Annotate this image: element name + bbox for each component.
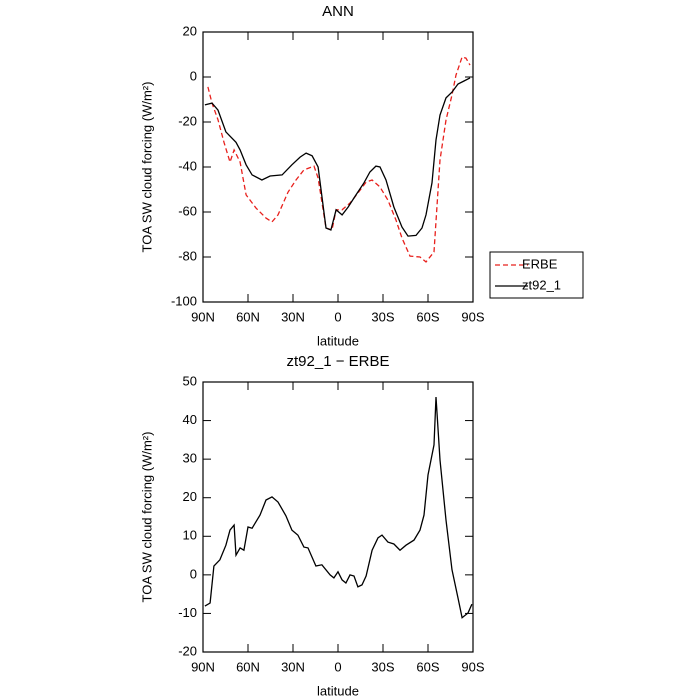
- x-tick-label: 30N: [281, 309, 305, 324]
- x-axis-label: latitude: [317, 683, 359, 698]
- x-axis-label: latitude: [317, 333, 359, 348]
- x-tick-label: 60S: [416, 659, 439, 674]
- y-tick-label: -20: [178, 643, 197, 658]
- y-tick-label: 20: [183, 23, 197, 38]
- y-axis-label: TOA SW cloud forcing (W/m²): [139, 432, 154, 603]
- x-tick-label: 90S: [461, 309, 484, 324]
- x-tick-label: 30S: [371, 309, 394, 324]
- chart-title: zt92_1 − ERBE: [287, 353, 390, 370]
- y-tick-label: -10: [178, 605, 197, 620]
- y-tick-label: 0: [190, 68, 197, 83]
- x-tick-label: 60S: [416, 309, 439, 324]
- x-tick-label: 90S: [461, 659, 484, 674]
- chart-title: ANN: [322, 3, 354, 20]
- legend-box: [489, 251, 584, 299]
- plot-frame: [202, 381, 474, 653]
- x-tick-label: 30N: [281, 659, 305, 674]
- y-tick-label: -20: [178, 113, 197, 128]
- x-tick-label: 90N: [191, 309, 215, 324]
- x-tick-label: 0: [334, 309, 341, 324]
- y-tick-label: -80: [178, 248, 197, 263]
- legend-label: zt92_1: [522, 277, 561, 292]
- data-line: [207, 56, 471, 263]
- y-axis-label: TOA SW cloud forcing (W/m²): [139, 82, 154, 253]
- x-tick-label: 60N: [236, 659, 260, 674]
- data-line: [204, 396, 473, 619]
- y-tick-label: 0: [190, 566, 197, 581]
- y-tick-label: -40: [178, 158, 197, 173]
- data-line: [204, 77, 471, 237]
- y-tick-label: 40: [183, 412, 197, 427]
- legend-label: ERBE: [522, 256, 558, 271]
- y-tick-label: -60: [178, 203, 197, 218]
- x-tick-label: 30S: [371, 659, 394, 674]
- y-tick-label: 20: [183, 489, 197, 504]
- y-tick-label: 10: [183, 528, 197, 543]
- x-tick-label: 0: [334, 659, 341, 674]
- x-tick-label: 60N: [236, 309, 260, 324]
- y-tick-label: -100: [171, 293, 197, 308]
- x-tick-label: 90N: [191, 659, 215, 674]
- y-tick-label: 30: [183, 451, 197, 466]
- plot-frame: [202, 31, 474, 303]
- y-tick-label: 50: [183, 373, 197, 388]
